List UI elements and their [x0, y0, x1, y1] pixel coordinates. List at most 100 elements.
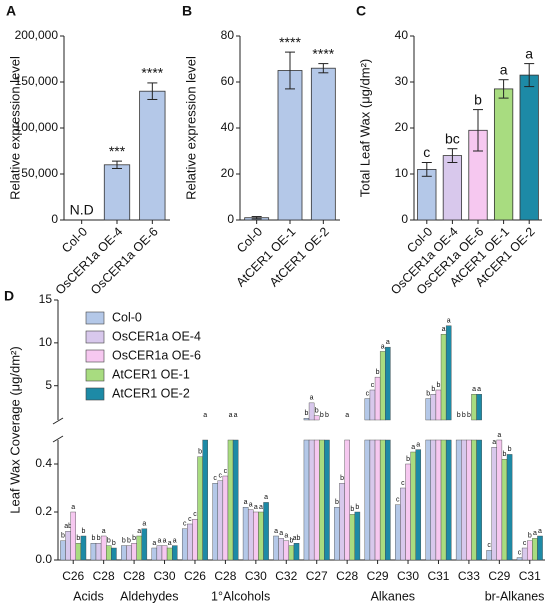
group-label: Alkanes — [371, 589, 415, 603]
bar — [442, 155, 463, 221]
bar — [374, 439, 381, 561]
significance-letter: b — [112, 540, 116, 547]
bar — [415, 449, 422, 561]
bar — [308, 402, 315, 421]
significance-letter: a — [249, 501, 253, 508]
significance-letter: a — [234, 412, 238, 419]
x-tick-label: C32 — [275, 569, 297, 583]
significance-letter: c — [224, 468, 228, 475]
bar — [455, 439, 462, 561]
bar — [486, 550, 492, 561]
y-tick-label: 0.2 — [35, 504, 52, 518]
bar — [151, 547, 158, 561]
y-axis-label: Leaf Wax Coverage (μg/dm²) — [7, 346, 22, 513]
bar — [303, 439, 310, 561]
y-tick-label: 10 — [39, 335, 53, 349]
bar — [121, 545, 127, 561]
significance-letter: a — [152, 540, 156, 547]
bar — [197, 456, 203, 561]
significance-letter: c — [487, 542, 491, 549]
bar — [471, 439, 477, 561]
y-tick-label: 0 — [227, 212, 234, 226]
bar — [319, 439, 325, 561]
bar — [161, 545, 168, 561]
bar — [103, 164, 131, 221]
significance-letter: b — [320, 412, 324, 419]
group-label: Acids — [73, 589, 104, 603]
bar — [273, 535, 279, 561]
bar — [491, 447, 497, 561]
bar — [385, 439, 391, 561]
significance-letter: b — [426, 390, 430, 397]
bar — [537, 535, 543, 561]
bar — [293, 543, 300, 561]
bar — [217, 480, 224, 561]
bar — [354, 511, 361, 561]
bar — [141, 528, 148, 561]
bar — [435, 439, 442, 561]
x-tick-label: Col-0 — [59, 225, 90, 256]
significance-letter: a — [173, 537, 177, 544]
x-tick-label: C28 — [336, 569, 358, 583]
significance-letter: b — [503, 451, 507, 458]
panel-letter: C — [356, 3, 366, 19]
significance-letter: c — [219, 473, 223, 480]
bar — [349, 514, 356, 561]
significance-letter: b — [431, 386, 435, 393]
significance-letter: a — [345, 412, 349, 419]
significance-letter: a — [203, 412, 207, 419]
y-tick-label: 0.0 — [35, 552, 52, 566]
group-label: br-Alkanes — [485, 589, 545, 603]
significance-letter: b — [132, 535, 136, 542]
x-tick-label: C30 — [154, 569, 176, 583]
bar — [425, 439, 431, 561]
bar — [277, 70, 303, 221]
significance-letter: c — [183, 521, 187, 528]
legend-swatch — [85, 330, 105, 344]
bar — [222, 475, 229, 561]
bar — [493, 88, 514, 221]
significance-letter: ab — [293, 535, 301, 542]
bar — [111, 547, 117, 561]
x-tick-label: C29 — [488, 569, 510, 583]
significance-letter: b — [467, 412, 471, 419]
y-tick-label: 40 — [221, 120, 235, 134]
bar — [466, 439, 472, 561]
bar — [395, 504, 401, 561]
significance-letter: a — [492, 439, 496, 446]
x-tick-label: C29 — [367, 569, 389, 583]
annotation: **** — [141, 65, 163, 81]
bar — [445, 325, 452, 421]
bar — [476, 439, 482, 561]
significance-letter: b — [528, 533, 532, 540]
bar — [521, 547, 528, 561]
group-label: Aldehydes — [120, 589, 178, 603]
bar — [527, 540, 533, 561]
y-tick-label: 40 — [395, 28, 409, 42]
y-tick-label: 0.4 — [35, 456, 52, 470]
significance-letter: b — [340, 475, 344, 482]
significance-letter: b — [376, 369, 380, 376]
bar — [283, 540, 290, 561]
significance-letter: b — [97, 535, 101, 542]
significance-letter: b — [198, 449, 202, 456]
bar — [476, 394, 482, 421]
x-tick-label: C30 — [245, 569, 267, 583]
bar — [166, 547, 173, 561]
bar — [364, 439, 371, 561]
y-tick-label: 10 — [395, 166, 409, 180]
significance-letter: c — [518, 549, 522, 556]
significance-letter: b — [315, 408, 319, 415]
significance-letter: a — [284, 533, 288, 540]
bar — [417, 168, 437, 221]
significance-letter: b — [305, 410, 309, 417]
annotation: **** — [312, 45, 334, 61]
legend-label: OsCER1a OE-6 — [112, 348, 201, 362]
y-tick-label: 0 — [51, 212, 58, 226]
bar — [440, 334, 447, 421]
significance-letter: b — [457, 412, 461, 419]
significance-letter: a — [533, 530, 537, 537]
y-axis-label: Relative expression level — [7, 56, 22, 200]
significance-letter: c — [401, 480, 405, 487]
bar — [65, 531, 71, 561]
